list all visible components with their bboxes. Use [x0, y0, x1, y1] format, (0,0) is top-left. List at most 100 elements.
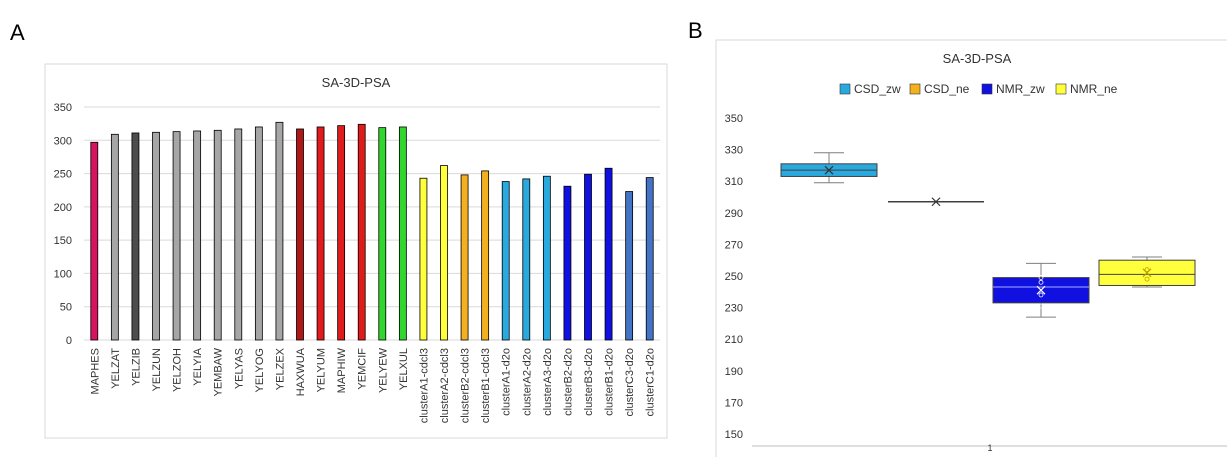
bar-chart-x-tick-label: YEMBAW: [213, 347, 225, 396]
bar-chart-x-tick-label: clusterC1-d2o: [645, 348, 657, 416]
bar-chart-x-axis: MAPHES YELZAT YELZIB YELZUN YELZOH YELYIA YEMB…: [89, 347, 656, 423]
bar-chart-y-tick-label: 200: [54, 202, 72, 214]
bar-chart-y-tick-label: 100: [54, 268, 72, 280]
bar-chart-x-tick-label: YELYEW: [377, 347, 389, 393]
bar-chart-x-tick-label: YELXUL: [398, 348, 410, 390]
bar-chart-y-tick-label: 300: [54, 135, 72, 147]
box-point: [1038, 275, 1044, 280]
box-chart-y-tick-label: 190: [725, 366, 743, 378]
bar-chart-y-tick-label: 50: [60, 302, 72, 314]
bar-chart-x-tick-label: YELYAS: [233, 348, 245, 389]
bar-chart-x-tick-label: YELZEX: [274, 347, 286, 390]
box-mean-marker: [1142, 268, 1152, 278]
bar-chart-bar: [460, 174, 469, 341]
legend-swatch: [839, 83, 851, 95]
box-mean-marker: [931, 197, 941, 207]
bar-chart-x-tick-label: clusterA2-cdcl3: [439, 348, 451, 423]
bar-chart-bar: [584, 173, 592, 341]
legend-swatch: [1055, 83, 1067, 95]
bar-chart-bar: [522, 178, 531, 341]
bar-chart-x-tick-label: clusterB2-cdcl3: [460, 348, 472, 423]
bar-chart-bar: [110, 133, 119, 341]
bar-chart-bar: [131, 132, 140, 341]
box-chart-y-tick-label: 350: [725, 113, 743, 125]
legend-label: CSD_ne: [924, 82, 970, 96]
box-mean-marker: [1036, 285, 1046, 295]
legend-label: CSD_zw: [854, 82, 901, 96]
bar-chart-bar: [604, 167, 613, 341]
bar-chart-bar: [501, 181, 510, 341]
bar-chart-x-tick-label: YELYIA: [192, 347, 204, 385]
bar-chart-bar: [440, 165, 448, 341]
legend-label: NMR_zw: [996, 82, 1045, 96]
bar-chart-x-tick-label: MAPHES: [89, 348, 101, 394]
box-chart-y-tick-label: 330: [725, 145, 743, 157]
bar-chart-bar: [316, 126, 325, 341]
box-chart-y-tick-label: 290: [725, 208, 743, 220]
bar-chart-bar: [254, 126, 263, 341]
bar-chart-bar: [90, 141, 99, 341]
bar-chart-frame: [44, 63, 668, 439]
bar-chart-bar: [357, 123, 366, 341]
bar-chart-bar: [542, 175, 551, 341]
bar-chart-x-tick-label: YELZUN: [151, 348, 163, 391]
box-chart-y-tick-label: 210: [725, 334, 743, 346]
panel-label-a: A: [10, 20, 25, 45]
bar-chart-bar: [172, 131, 181, 341]
bar-chart-bar: [296, 128, 304, 341]
box-NMR_ne: [1098, 256, 1196, 288]
box-NMR_zw: [992, 262, 1090, 318]
bar-chart-x-tick-label: YEMCIF: [357, 348, 369, 390]
box-chart-y-tick-label: 170: [725, 397, 743, 409]
bar-chart-x-tick-label: clusterC3-d2o: [624, 348, 636, 416]
box-chart-y-tick-label: 270: [725, 239, 743, 251]
box-chart-frame: [715, 39, 1227, 457]
bar-chart-x-tick-label: clusterB1-cdcl3: [480, 348, 492, 423]
box-point: [1038, 303, 1044, 309]
panel-label-b: B: [688, 18, 703, 43]
bar-chart-x-tick-label: YELYOG: [254, 348, 266, 392]
bar-chart-x-tick-label: HAXWUA: [295, 347, 307, 396]
bar-chart-x-tick-label: clusterB2-d2o: [562, 348, 574, 416]
bar-chart-x-tick-label: YELYUM: [316, 348, 328, 392]
legend-swatch: [981, 83, 993, 95]
bar-chart-x-tick-label: clusterA3-d2o: [542, 348, 554, 416]
bar-chart-bar: [419, 177, 428, 341]
legend-swatch: [909, 83, 921, 95]
bar-chart-bar: [625, 191, 634, 341]
box-chart-y-tick-label: 250: [725, 271, 743, 283]
box-chart-x-category: 1: [987, 443, 992, 453]
bar-chart-x-tick-label: YELZIB: [130, 348, 142, 386]
box-chart-y-tick-label: 310: [725, 176, 743, 188]
bar-chart-y-tick-label: 0: [66, 335, 72, 347]
bar-chart-y-tick-label: 150: [54, 235, 72, 247]
bar-chart-x-tick-label: clusterB1-d2o: [604, 348, 616, 416]
bar-chart-bar: [481, 170, 490, 341]
bar-chart-y-tick-label: 250: [54, 169, 72, 181]
box-point: [1144, 267, 1150, 273]
box-chart-boxes: [780, 152, 1196, 318]
box-point: [1144, 276, 1150, 282]
box-mean-marker: [824, 165, 834, 175]
box-CSD_ne: [888, 197, 984, 207]
bar-chart-bar: [193, 130, 202, 341]
bar-chart-title: SA-3D-PSA: [322, 75, 391, 90]
bar-chart-bar: [337, 125, 346, 341]
bar-chart-bar: [398, 126, 407, 341]
bar-chart-x-tick-label: clusterB3-d2o: [583, 348, 595, 416]
box-chart-y-tick-label: 150: [725, 429, 743, 441]
bar-chart-bar: [378, 127, 387, 341]
bar-chart-bar: [645, 177, 654, 341]
bar-chart-x-tick-label: YELZOH: [172, 348, 184, 392]
bar-chart-x-tick-label: MAPHIW: [336, 347, 348, 393]
bar-chart-bar: [213, 129, 222, 341]
box-point: [1038, 292, 1044, 298]
bar-chart-y-tick-label: 350: [54, 102, 72, 114]
box-CSD_zw: [780, 152, 878, 184]
box-chart-y-axis: 150 170 190 210 230 250 270 290 310 330 350: [725, 113, 743, 441]
bar-chart-x-tick-label: YELZAT: [110, 348, 122, 389]
bar-chart-bars: [90, 121, 654, 341]
box-point: [1038, 279, 1044, 285]
